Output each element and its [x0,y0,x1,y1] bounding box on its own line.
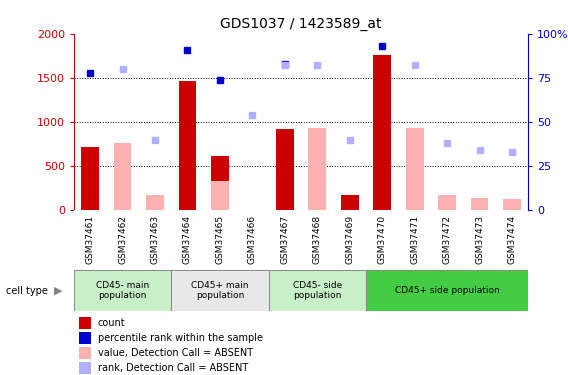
Text: CD45+ main
population: CD45+ main population [191,281,249,300]
Text: ▶: ▶ [54,286,62,296]
Bar [78,332,91,344]
Text: GSM37469: GSM37469 [345,215,354,264]
Text: GSM37461: GSM37461 [86,215,94,264]
Bar [308,128,326,210]
Bar [171,270,269,311]
Text: count: count [98,318,126,328]
Bar [114,143,131,210]
Text: CD45- side
population: CD45- side population [293,281,342,300]
Bar [211,182,229,210]
Bar [269,270,366,311]
Bar [78,362,91,374]
Bar [276,129,294,210]
Bar [78,347,91,359]
Text: CD45+ side population: CD45+ side population [395,286,499,295]
Text: GSM37465: GSM37465 [215,215,224,264]
Text: GSM37466: GSM37466 [248,215,257,264]
Bar [78,317,91,329]
Bar [178,81,197,210]
Title: GDS1037 / 1423589_at: GDS1037 / 1423589_at [220,17,382,32]
Bar [406,128,424,210]
Bar [74,270,171,311]
Text: GSM37468: GSM37468 [313,215,321,264]
Bar [503,198,521,210]
Text: cell type: cell type [6,286,48,296]
Bar [81,147,99,210]
Text: value, Detection Call = ABSENT: value, Detection Call = ABSENT [98,348,253,358]
Text: GSM37464: GSM37464 [183,215,192,264]
Text: GSM37472: GSM37472 [442,215,452,264]
Text: GSM37462: GSM37462 [118,215,127,264]
Bar [471,198,488,210]
Text: percentile rank within the sample: percentile rank within the sample [98,333,263,344]
Bar [211,156,229,210]
Text: CD45- main
population: CD45- main population [96,281,149,300]
Text: GSM37474: GSM37474 [508,215,516,264]
Bar [373,55,391,210]
Bar [366,270,528,311]
Bar [146,195,164,210]
Text: GSM37471: GSM37471 [410,215,419,264]
Text: GSM37467: GSM37467 [281,215,289,264]
Bar [438,195,456,210]
Text: GSM37473: GSM37473 [475,215,484,264]
Bar [341,195,358,210]
Text: rank, Detection Call = ABSENT: rank, Detection Call = ABSENT [98,363,248,374]
Text: GSM37463: GSM37463 [151,215,160,264]
Text: GSM37470: GSM37470 [378,215,387,264]
